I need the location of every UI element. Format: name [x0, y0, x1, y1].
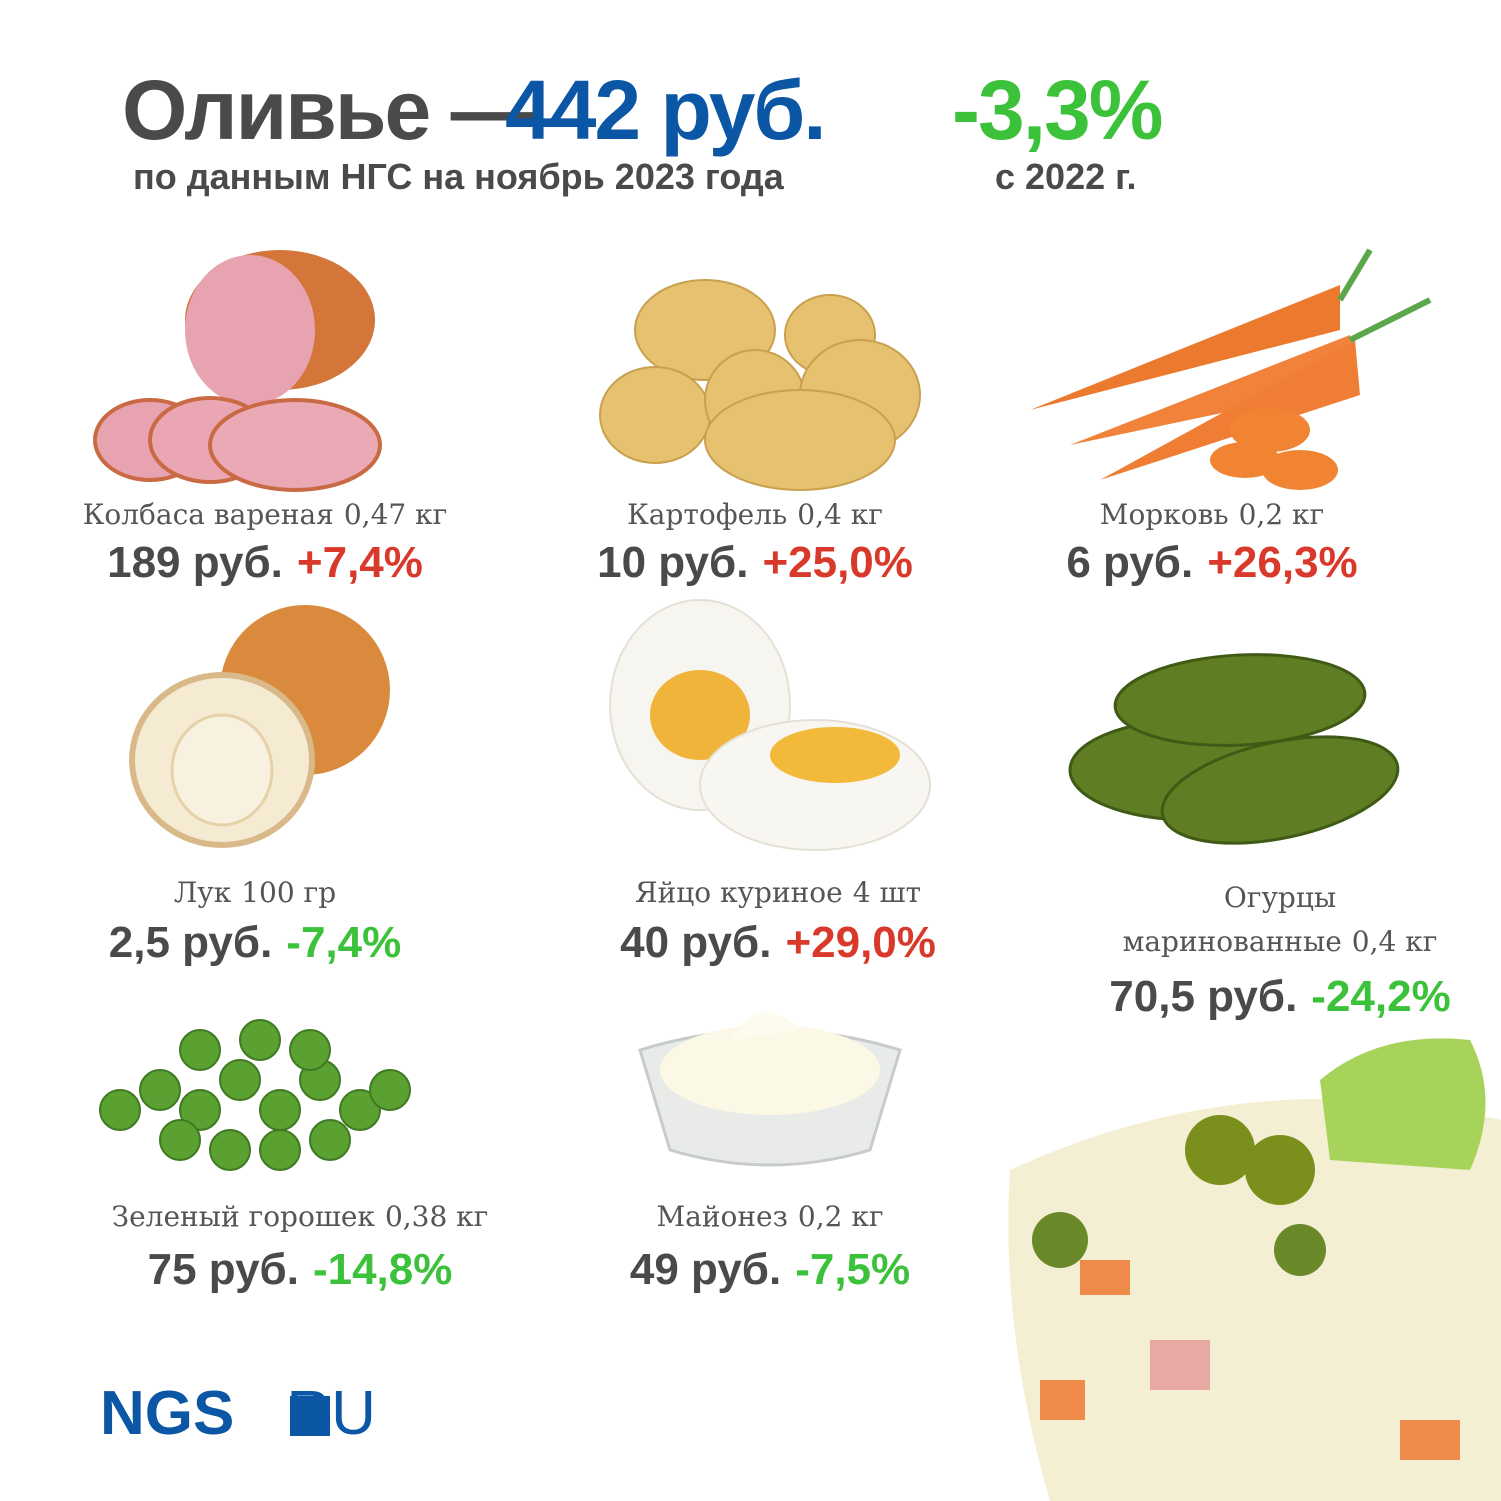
item-quantity: 0,4 кг [1351, 925, 1438, 958]
item-label: Огурцы маринованные 0,4 кг [1090, 876, 1470, 964]
item-price: 189 руб. [107, 538, 283, 587]
item-price: 70,5 руб. [1109, 972, 1298, 1021]
item-name: Колбаса вареная [82, 498, 334, 531]
item-label: Колбаса вареная 0,47 кг [83, 498, 448, 531]
item-price: 10 руб. [597, 538, 749, 587]
item-price-line: 6 руб. +26,3% [1066, 538, 1357, 588]
item-change: +29,0% [785, 918, 936, 967]
item-price: 6 руб. [1066, 538, 1194, 587]
logo: NGS RU [100, 1378, 376, 1449]
total-change: -3,3% [952, 63, 1163, 157]
item-change: -24,2% [1311, 972, 1451, 1021]
item-quantity: 100 гр [241, 876, 337, 909]
pickles [1068, 653, 1400, 845]
item-change: +25,0% [762, 538, 913, 587]
item-change: -7,5% [795, 1245, 911, 1294]
item-quantity: 0,2 кг [1238, 498, 1325, 531]
item-name: Огурцы маринованные [1122, 881, 1342, 958]
title: Оливье — [122, 63, 535, 157]
carrots [1030, 248, 1432, 490]
item-price-line: 2,5 руб. -7,4% [109, 918, 402, 968]
item-price-line: 70,5 руб. -24,2% [1109, 972, 1450, 1022]
logo-brand: NGS [100, 1379, 235, 1448]
item-change: -14,8% [312, 1245, 453, 1294]
item-quantity: 0,4 кг [797, 498, 883, 531]
item-name: Лук [173, 876, 232, 909]
item-price: 75 руб. [147, 1245, 299, 1294]
item-quantity: 0,2 кг [797, 1200, 884, 1233]
salad [1008, 1038, 1501, 1501]
item-change: +26,3% [1207, 538, 1358, 587]
item-label: Картофель 0,4 кг [627, 498, 883, 531]
item-label: Лук 100 гр [174, 876, 336, 909]
item-name: Майонез [656, 1200, 788, 1233]
item-label: Зеленый горошек 0,38 кг [112, 1200, 489, 1233]
item-price: 40 руб. [620, 918, 772, 967]
item-name: Картофель [627, 498, 788, 531]
peas [99, 1019, 411, 1171]
potatoes [599, 279, 921, 491]
item-label: Морковь 0,2 кг [1100, 498, 1324, 531]
mayonnaise [638, 1012, 902, 1167]
item-price-line: 40 руб. +29,0% [620, 918, 936, 968]
total-price: 442 руб. [505, 63, 827, 157]
item-price: 2,5 руб. [108, 918, 273, 967]
eggs [609, 599, 931, 851]
item-price: 49 руб. [629, 1245, 782, 1294]
onion [129, 605, 390, 848]
logo-square [290, 1396, 330, 1436]
item-price-line: 75 руб. -14,8% [148, 1245, 453, 1295]
item-quantity: 4 шт [852, 876, 921, 909]
item-name: Зеленый горошек [111, 1200, 375, 1233]
item-price-line: 189 руб. +7,4% [107, 538, 423, 588]
item-label: Майонез 0,2 кг [657, 1200, 884, 1233]
item-price-line: 10 руб. +25,0% [597, 538, 913, 588]
subtitle: по данным НГС на ноябрь 2023 года [133, 156, 784, 197]
item-name: Морковь [1099, 498, 1229, 531]
item-name: Яйцо куриное [635, 876, 843, 909]
item-change: +7,4% [296, 538, 423, 587]
change-note: с 2022 г. [995, 156, 1137, 197]
item-quantity: 0,47 кг [343, 498, 448, 531]
item-price-line: 49 руб. -7,5% [630, 1245, 910, 1295]
item-quantity: 0,38 кг [384, 1200, 489, 1233]
item-label: Яйцо куриное 4 шт [635, 876, 921, 909]
sausage [93, 250, 382, 492]
item-change: -7,4% [286, 918, 402, 967]
